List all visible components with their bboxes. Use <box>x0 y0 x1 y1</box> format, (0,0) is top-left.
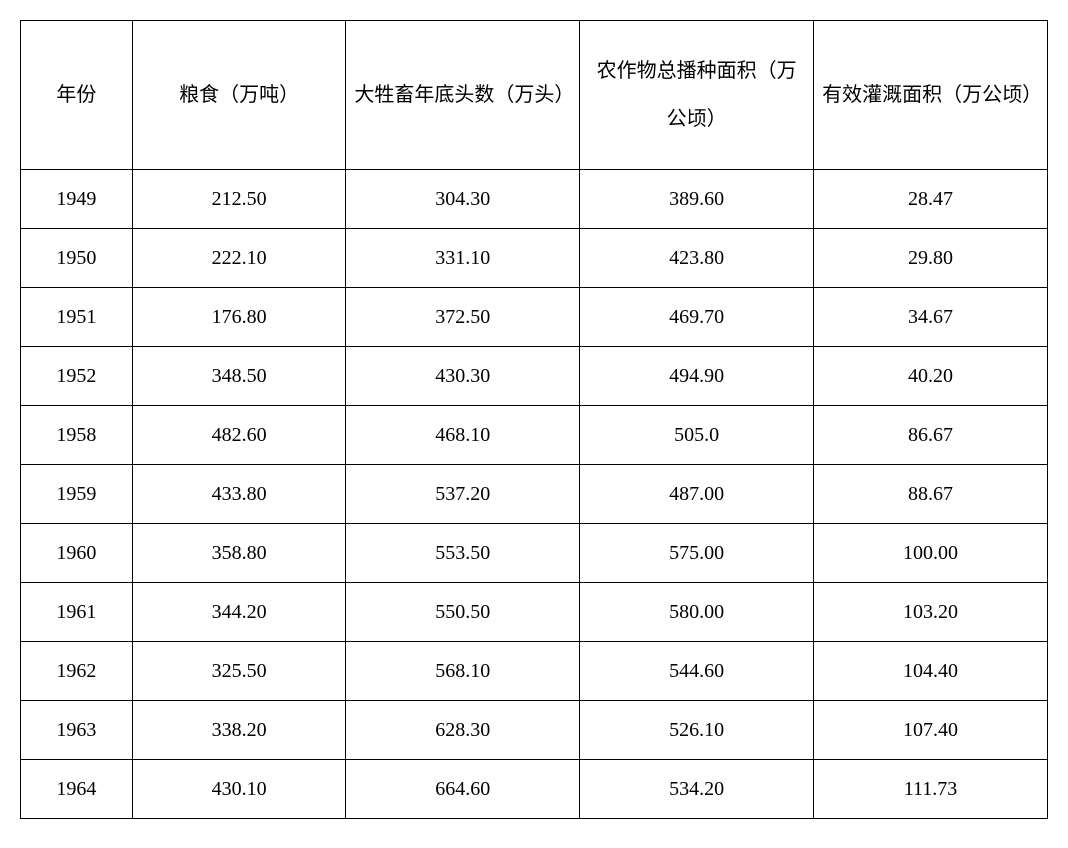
cell-livestock: 568.10 <box>346 642 580 701</box>
cell-sown: 580.00 <box>580 583 814 642</box>
table-row: 1951 176.80 372.50 469.70 34.67 <box>21 288 1048 347</box>
cell-year: 1951 <box>21 288 133 347</box>
cell-livestock: 304.30 <box>346 170 580 229</box>
table-row: 1962 325.50 568.10 544.60 104.40 <box>21 642 1048 701</box>
cell-sown: 544.60 <box>580 642 814 701</box>
cell-grain: 348.50 <box>132 347 346 406</box>
cell-sown: 389.60 <box>580 170 814 229</box>
table-row: 1959 433.80 537.20 487.00 88.67 <box>21 465 1048 524</box>
table-header-row: 年份 粮食（万吨） 大牲畜年底头数（万头） 农作物总播种面积（万公顷） 有效灌溉… <box>21 21 1048 170</box>
cell-year: 1959 <box>21 465 133 524</box>
cell-grain: 430.10 <box>132 760 346 819</box>
cell-grain: 338.20 <box>132 701 346 760</box>
cell-irrigated: 111.73 <box>814 760 1048 819</box>
cell-year: 1964 <box>21 760 133 819</box>
cell-sown: 575.00 <box>580 524 814 583</box>
table-row: 1963 338.20 628.30 526.10 107.40 <box>21 701 1048 760</box>
cell-irrigated: 100.00 <box>814 524 1048 583</box>
cell-year: 1949 <box>21 170 133 229</box>
cell-irrigated: 86.67 <box>814 406 1048 465</box>
cell-year: 1963 <box>21 701 133 760</box>
table-row: 1960 358.80 553.50 575.00 100.00 <box>21 524 1048 583</box>
cell-year: 1958 <box>21 406 133 465</box>
cell-sown: 423.80 <box>580 229 814 288</box>
cell-livestock: 628.30 <box>346 701 580 760</box>
cell-livestock: 664.60 <box>346 760 580 819</box>
cell-year: 1960 <box>21 524 133 583</box>
cell-sown: 494.90 <box>580 347 814 406</box>
col-header-sown: 农作物总播种面积（万公顷） <box>580 21 814 170</box>
cell-irrigated: 107.40 <box>814 701 1048 760</box>
cell-grain: 482.60 <box>132 406 346 465</box>
table-row: 1961 344.20 550.50 580.00 103.20 <box>21 583 1048 642</box>
cell-livestock: 553.50 <box>346 524 580 583</box>
table-body: 1949 212.50 304.30 389.60 28.47 1950 222… <box>21 170 1048 819</box>
cell-sown: 487.00 <box>580 465 814 524</box>
cell-livestock: 537.20 <box>346 465 580 524</box>
table-row: 1950 222.10 331.10 423.80 29.80 <box>21 229 1048 288</box>
col-header-grain: 粮食（万吨） <box>132 21 346 170</box>
cell-irrigated: 34.67 <box>814 288 1048 347</box>
table-row: 1958 482.60 468.10 505.0 86.67 <box>21 406 1048 465</box>
cell-irrigated: 28.47 <box>814 170 1048 229</box>
cell-livestock: 468.10 <box>346 406 580 465</box>
cell-grain: 222.10 <box>132 229 346 288</box>
cell-sown: 534.20 <box>580 760 814 819</box>
cell-irrigated: 88.67 <box>814 465 1048 524</box>
cell-irrigated: 29.80 <box>814 229 1048 288</box>
cell-year: 1962 <box>21 642 133 701</box>
cell-grain: 358.80 <box>132 524 346 583</box>
col-header-year: 年份 <box>21 21 133 170</box>
cell-grain: 176.80 <box>132 288 346 347</box>
cell-grain: 344.20 <box>132 583 346 642</box>
col-header-irrigated: 有效灌溉面积（万公顷） <box>814 21 1048 170</box>
cell-year: 1950 <box>21 229 133 288</box>
cell-sown: 469.70 <box>580 288 814 347</box>
cell-irrigated: 103.20 <box>814 583 1048 642</box>
table-row: 1964 430.10 664.60 534.20 111.73 <box>21 760 1048 819</box>
cell-grain: 325.50 <box>132 642 346 701</box>
cell-year: 1961 <box>21 583 133 642</box>
cell-sown: 505.0 <box>580 406 814 465</box>
cell-grain: 433.80 <box>132 465 346 524</box>
cell-year: 1952 <box>21 347 133 406</box>
cell-livestock: 372.50 <box>346 288 580 347</box>
agri-stats-table: 年份 粮食（万吨） 大牲畜年底头数（万头） 农作物总播种面积（万公顷） 有效灌溉… <box>20 20 1048 819</box>
cell-irrigated: 104.40 <box>814 642 1048 701</box>
cell-sown: 526.10 <box>580 701 814 760</box>
col-header-livestock: 大牲畜年底头数（万头） <box>346 21 580 170</box>
cell-grain: 212.50 <box>132 170 346 229</box>
cell-livestock: 550.50 <box>346 583 580 642</box>
table-row: 1949 212.50 304.30 389.60 28.47 <box>21 170 1048 229</box>
cell-livestock: 331.10 <box>346 229 580 288</box>
cell-livestock: 430.30 <box>346 347 580 406</box>
cell-irrigated: 40.20 <box>814 347 1048 406</box>
table-row: 1952 348.50 430.30 494.90 40.20 <box>21 347 1048 406</box>
